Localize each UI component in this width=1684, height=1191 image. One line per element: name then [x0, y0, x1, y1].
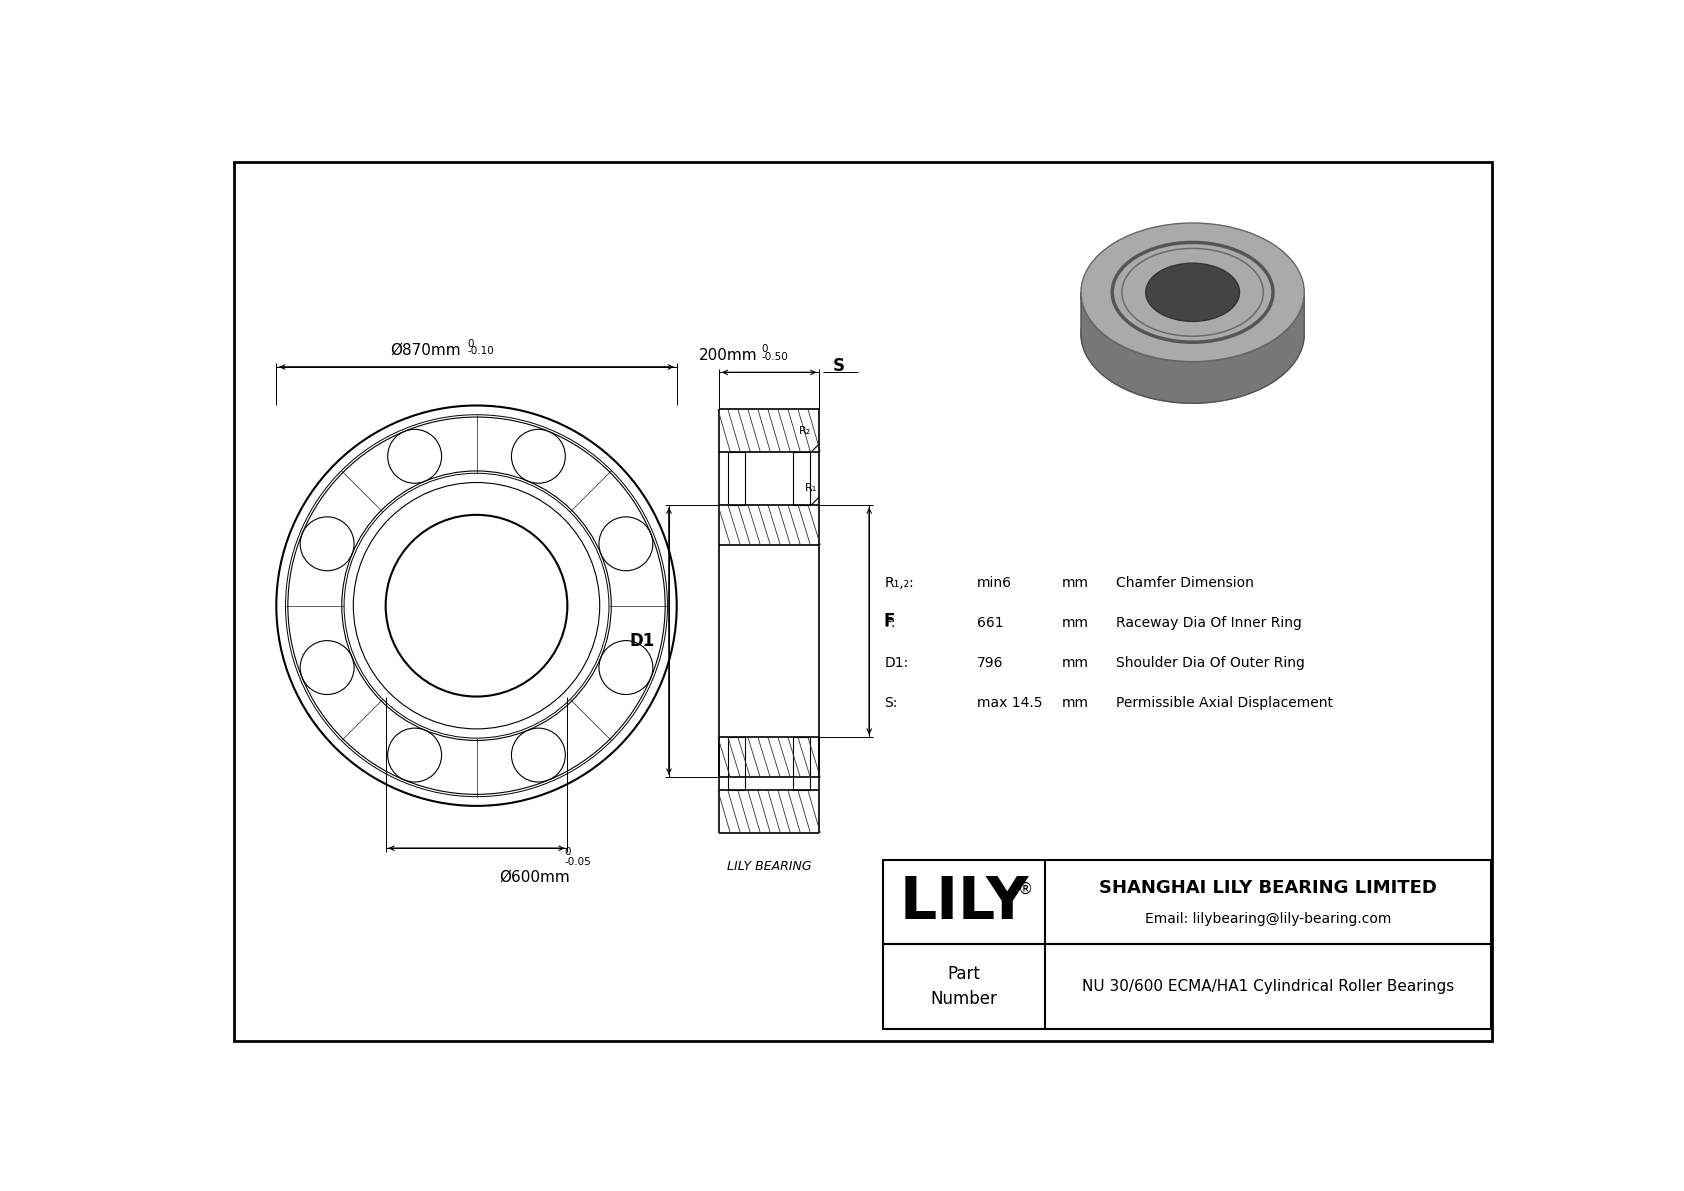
Text: Shoulder Dia Of Outer Ring: Shoulder Dia Of Outer Ring: [1115, 656, 1305, 669]
Bar: [793, 737, 810, 791]
Text: Part
Number: Part Number: [931, 966, 997, 1009]
Text: F: F: [882, 612, 894, 630]
Text: min6: min6: [977, 575, 1012, 590]
Text: NU 30/600 ECMA/HA1 Cylindrical Roller Bearings: NU 30/600 ECMA/HA1 Cylindrical Roller Be…: [1081, 979, 1455, 994]
Text: 0: 0: [466, 338, 473, 349]
Text: Ø600mm: Ø600mm: [500, 869, 571, 885]
Text: F:: F:: [884, 616, 896, 630]
Bar: [882, 860, 1492, 1029]
Text: 200mm: 200mm: [699, 348, 758, 363]
Bar: [793, 451, 810, 505]
Text: mm: mm: [1061, 616, 1090, 630]
Text: 796: 796: [977, 656, 1004, 669]
Text: 661: 661: [977, 616, 1004, 630]
Bar: [727, 451, 746, 505]
Text: -0.50: -0.50: [761, 351, 788, 362]
Text: mm: mm: [1061, 575, 1090, 590]
Text: mm: mm: [1061, 696, 1090, 710]
Ellipse shape: [1145, 263, 1239, 322]
Text: S:: S:: [884, 696, 898, 710]
Text: 0: 0: [564, 848, 571, 858]
Text: Permissible Axial Displacement: Permissible Axial Displacement: [1115, 696, 1332, 710]
Text: R₁: R₁: [805, 482, 817, 493]
Text: mm: mm: [1061, 656, 1090, 669]
Text: ®: ®: [1017, 881, 1032, 897]
Text: 0: 0: [761, 344, 768, 354]
Text: Email: lilybearing@lily-bearing.com: Email: lilybearing@lily-bearing.com: [1145, 912, 1391, 927]
Text: D1: D1: [630, 632, 655, 650]
Text: R₂: R₂: [800, 426, 812, 436]
Text: max 14.5: max 14.5: [977, 696, 1042, 710]
Ellipse shape: [1081, 223, 1305, 362]
Text: S: S: [834, 357, 845, 375]
Text: Ø870mm: Ø870mm: [391, 343, 461, 357]
Text: Chamfer Dimension: Chamfer Dimension: [1115, 575, 1253, 590]
Text: SHANGHAI LILY BEARING LIMITED: SHANGHAI LILY BEARING LIMITED: [1100, 879, 1436, 897]
Ellipse shape: [1081, 264, 1305, 404]
Text: -0.10: -0.10: [466, 347, 493, 356]
Text: -0.05: -0.05: [564, 856, 591, 867]
Text: LILY BEARING: LILY BEARING: [727, 860, 812, 873]
Text: D1:: D1:: [884, 656, 909, 669]
Text: R₁,₂:: R₁,₂:: [884, 575, 914, 590]
Bar: [727, 737, 746, 791]
Text: LILY: LILY: [899, 874, 1029, 930]
Text: Raceway Dia Of Inner Ring: Raceway Dia Of Inner Ring: [1115, 616, 1302, 630]
Polygon shape: [1081, 292, 1305, 404]
